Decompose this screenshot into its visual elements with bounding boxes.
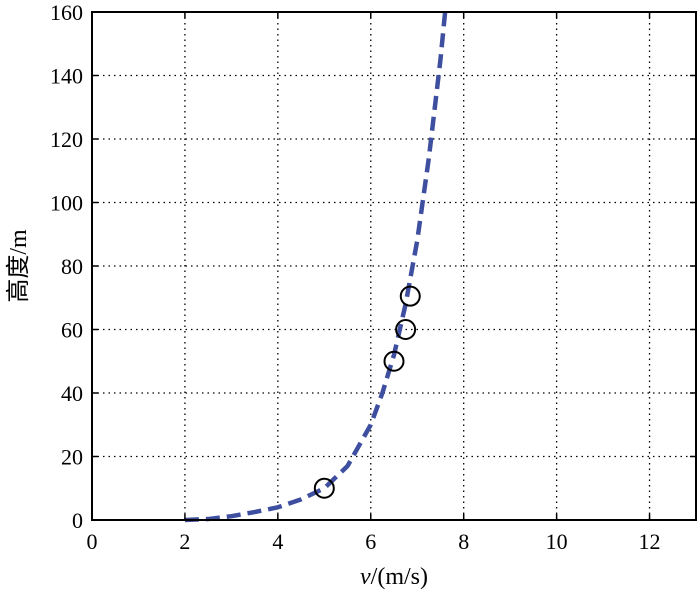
- measured-point-marker: [313, 477, 335, 499]
- fitted-curve: [184, 11, 448, 523]
- y-tick-label: 100: [50, 191, 83, 216]
- x-tick-label: 4: [272, 529, 283, 554]
- x-axis-label-variable: v: [360, 564, 371, 590]
- x-axis-label: v/(m/s): [360, 564, 428, 590]
- x-tick-label: 12: [639, 529, 661, 554]
- y-tick-label: 0: [72, 508, 83, 533]
- y-tick-label: 140: [50, 64, 83, 89]
- y-tick-label: 160: [50, 0, 83, 25]
- y-tick-label: 120: [50, 127, 83, 152]
- data-series: [184, 11, 448, 523]
- y-axis-label: 高度/m: [5, 229, 32, 303]
- y-tick-label: 40: [61, 381, 83, 406]
- y-tick-label: 80: [61, 254, 83, 279]
- measured-point-marker: [395, 319, 417, 340]
- y-tick-label: 60: [61, 318, 83, 343]
- grid-lines: [92, 12, 696, 520]
- measured-point-marker: [399, 285, 421, 307]
- x-tick-label: 0: [87, 529, 98, 554]
- x-tick-label: 6: [365, 529, 376, 554]
- x-axis-label-unit: /(m/s): [371, 564, 428, 590]
- y-tick-label: 20: [61, 445, 83, 470]
- axis-ticks: [91, 11, 696, 521]
- measured-point-marker: [383, 350, 405, 372]
- x-tick-label: 8: [458, 529, 469, 554]
- x-tick-label: 10: [546, 529, 568, 554]
- plot-area-frame: [91, 11, 697, 521]
- x-tick-label: 2: [179, 529, 190, 554]
